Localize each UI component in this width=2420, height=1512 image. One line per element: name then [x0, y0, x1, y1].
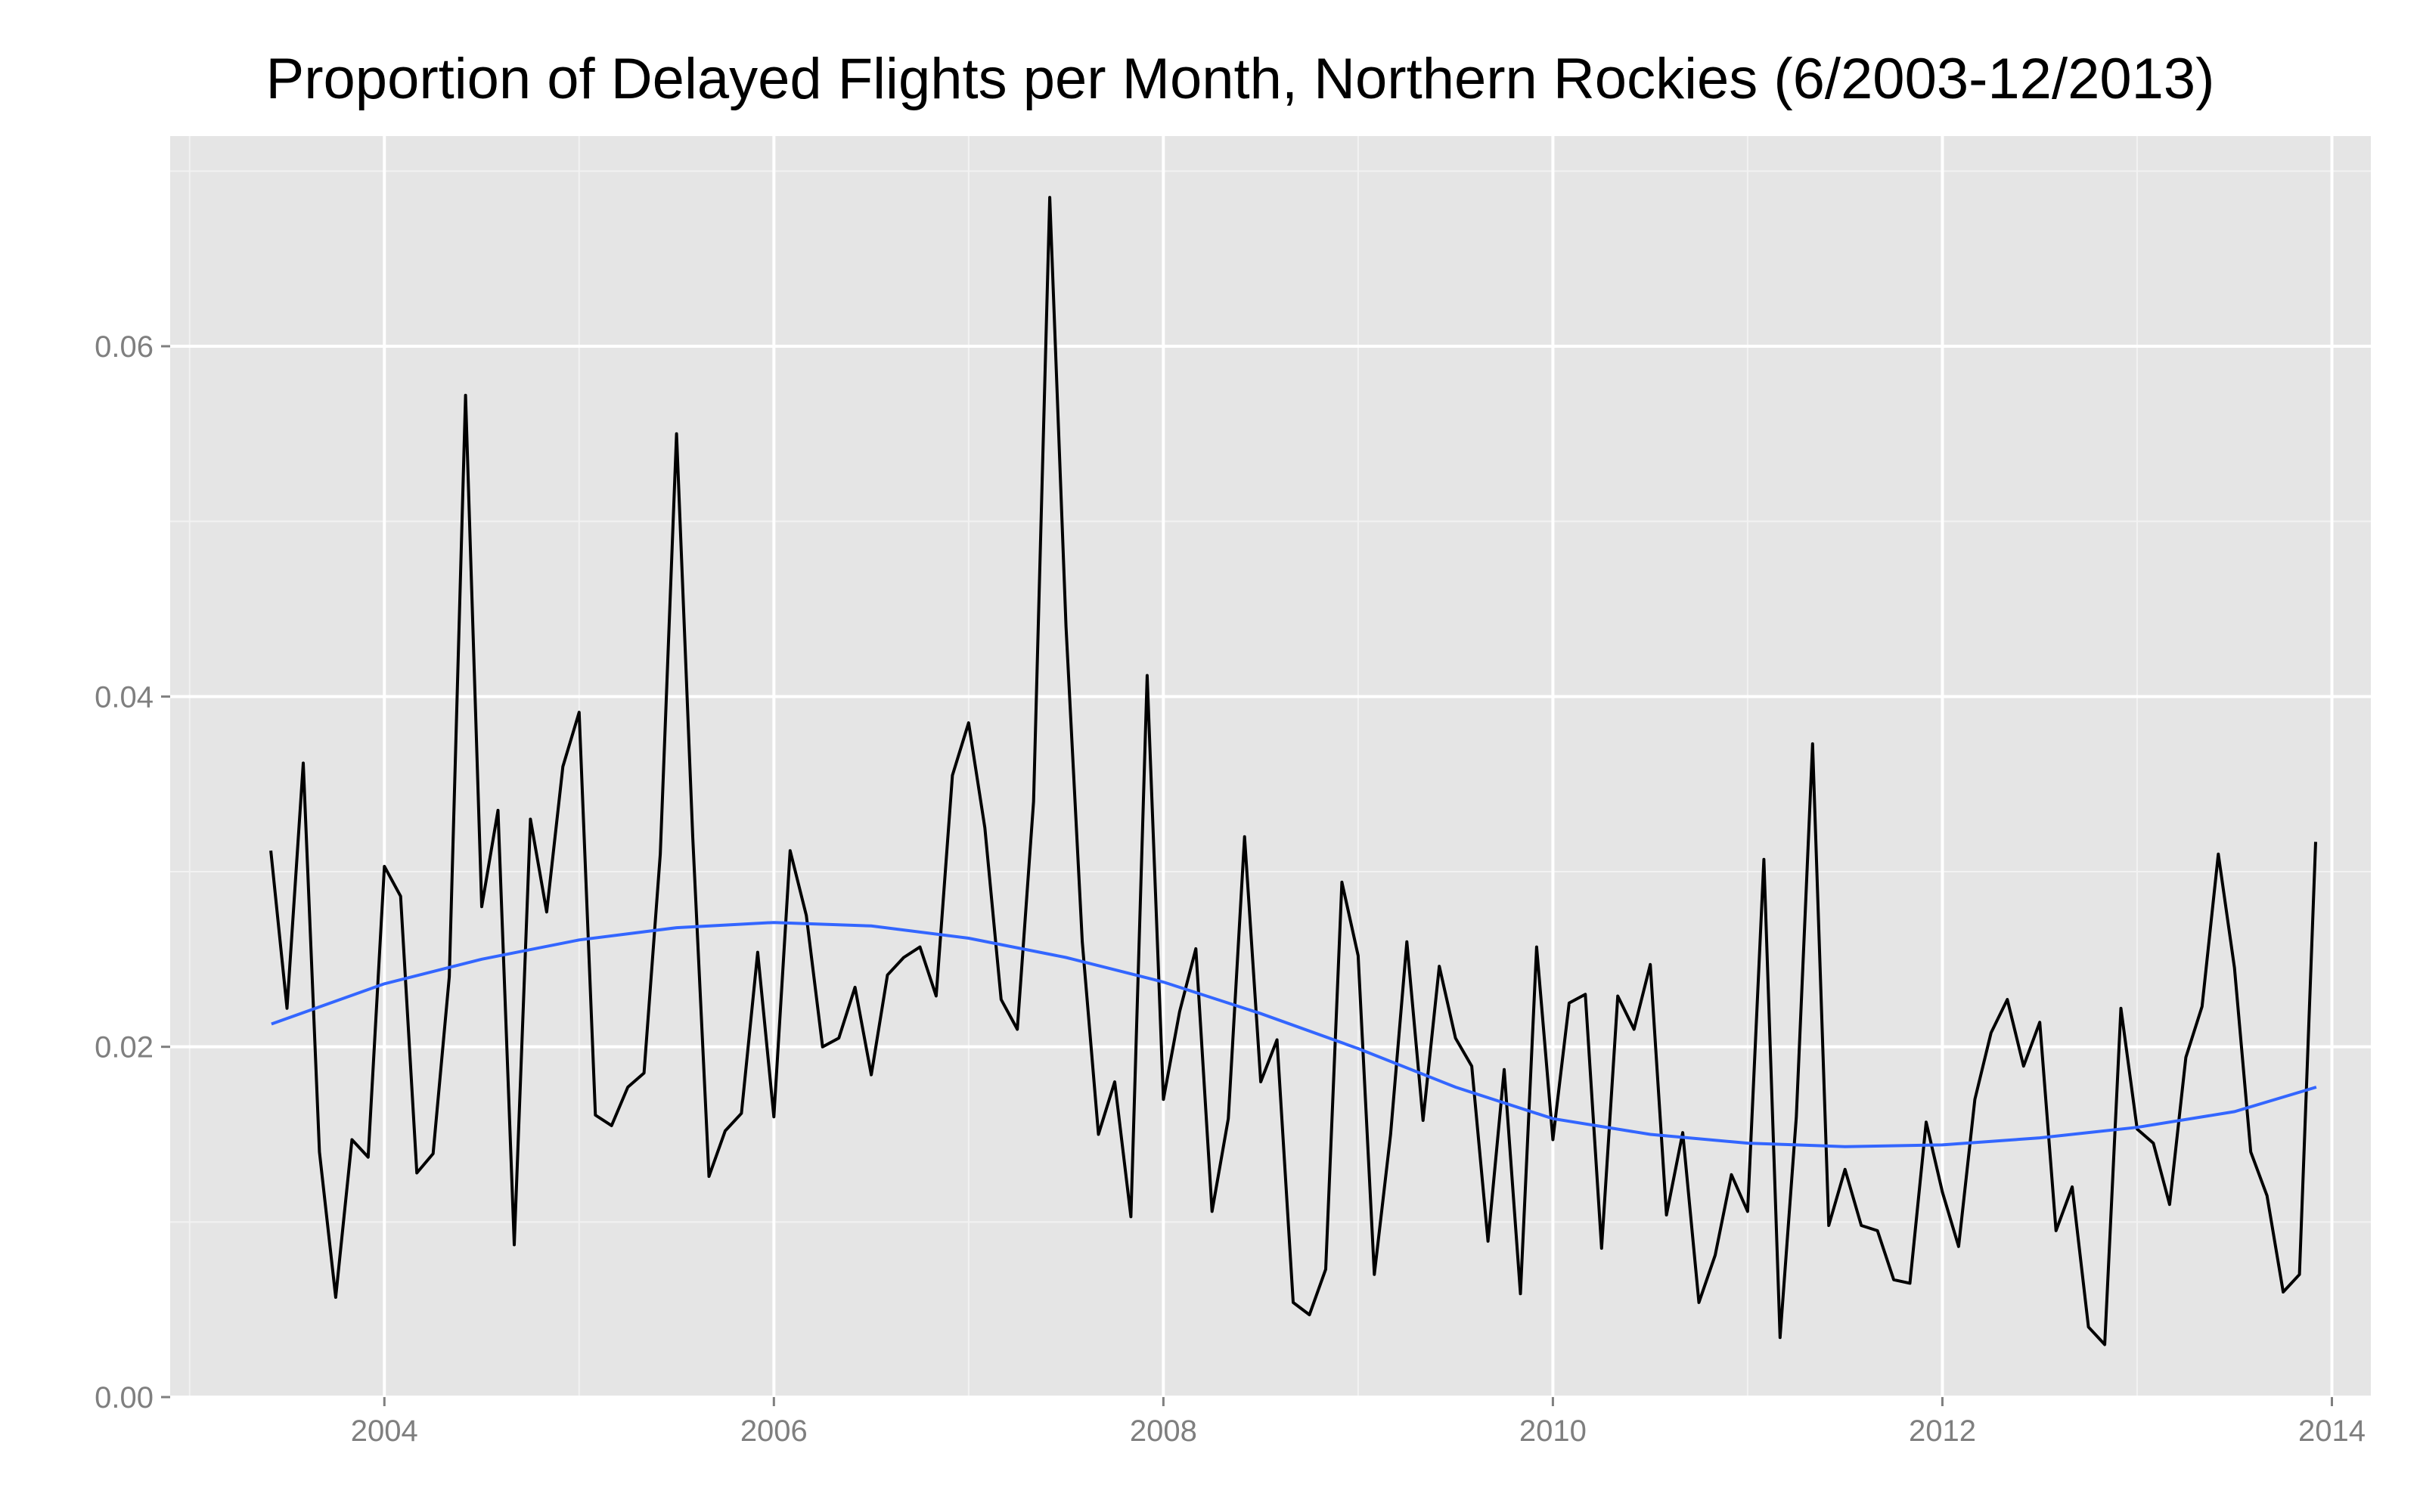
x-tick-label: 2014	[2298, 1414, 2366, 1448]
y-axis-tick-labels: 0.00 0.02 0.04 0.06	[95, 330, 154, 1414]
plot-panel	[170, 136, 2371, 1397]
x-tick-label: 2008	[1130, 1414, 1197, 1448]
x-tick-label: 2006	[740, 1414, 808, 1448]
x-tick-label: 2012	[1909, 1414, 1976, 1448]
axis-ticks	[161, 345, 2333, 1406]
y-tick-label: 0.04	[95, 680, 154, 714]
x-tick-label: 2004	[351, 1414, 418, 1448]
delayed-proportion-line	[269, 196, 2317, 1346]
x-axis-tick-labels: 2004 2006 2008 2010 2012 2014	[351, 1414, 2366, 1448]
y-tick-label: 0.02	[95, 1031, 154, 1064]
major-gridlines	[170, 136, 2371, 1399]
y-tick-label: 0.00	[95, 1381, 154, 1414]
x-tick-label: 2010	[1519, 1414, 1587, 1448]
chart-title: Proportion of Delayed Flights per Month,…	[266, 47, 2215, 111]
smoothed-trend-line	[271, 921, 2317, 1148]
y-tick-label: 0.06	[95, 330, 154, 364]
